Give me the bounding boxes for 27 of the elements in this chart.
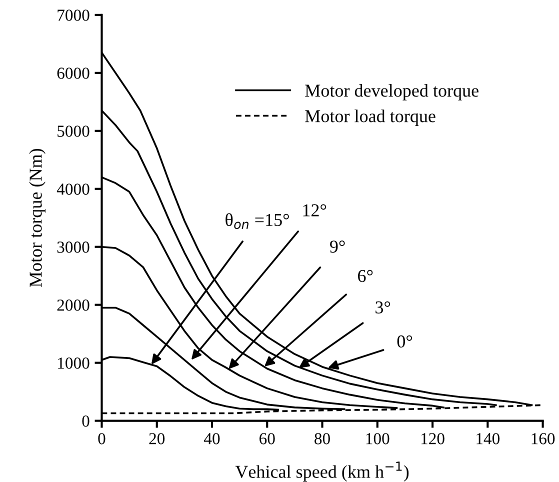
annotation: 6° (358, 270, 373, 282)
y-tick-label: 0 (82, 415, 90, 427)
y-tick-label: 3000 (57, 242, 90, 253)
y-tick-label: 7000 (58, 10, 90, 21)
x-axis-title: Vehical speed (km h$^{−1}$) (235, 462, 409, 482)
x-tick-label: 60 (260, 433, 275, 444)
annotation: 0° (397, 335, 412, 348)
y-tick-label: 1000 (58, 358, 90, 369)
x-tick-label: 0 (98, 433, 106, 444)
x-tick-label: 120 (421, 433, 444, 444)
annotation: 9° (330, 240, 345, 253)
y-axis-title: Motor torque (Nm) (29, 148, 46, 288)
legend-label: Motor load torque (305, 110, 436, 126)
x-tick-label: 140 (476, 433, 500, 444)
annotation: 12° (303, 204, 326, 216)
x-tick-label: 100 (366, 433, 390, 444)
y-tick-label: 5000 (58, 126, 90, 137)
x-tick-label: 40 (204, 433, 220, 444)
y-tick-label: 2000 (57, 300, 90, 311)
y-tick-label: 4000 (56, 184, 90, 195)
annotation: θ$_{on}$ =15° (226, 213, 289, 230)
x-tick-label: 160 (532, 433, 555, 444)
legend-label: Motor developed torque (305, 84, 478, 100)
x-tick-label: 20 (149, 433, 165, 444)
annotation: 3° (376, 301, 390, 314)
y-tick-label: 6000 (57, 68, 90, 79)
x-tick-label: 80 (314, 433, 330, 444)
